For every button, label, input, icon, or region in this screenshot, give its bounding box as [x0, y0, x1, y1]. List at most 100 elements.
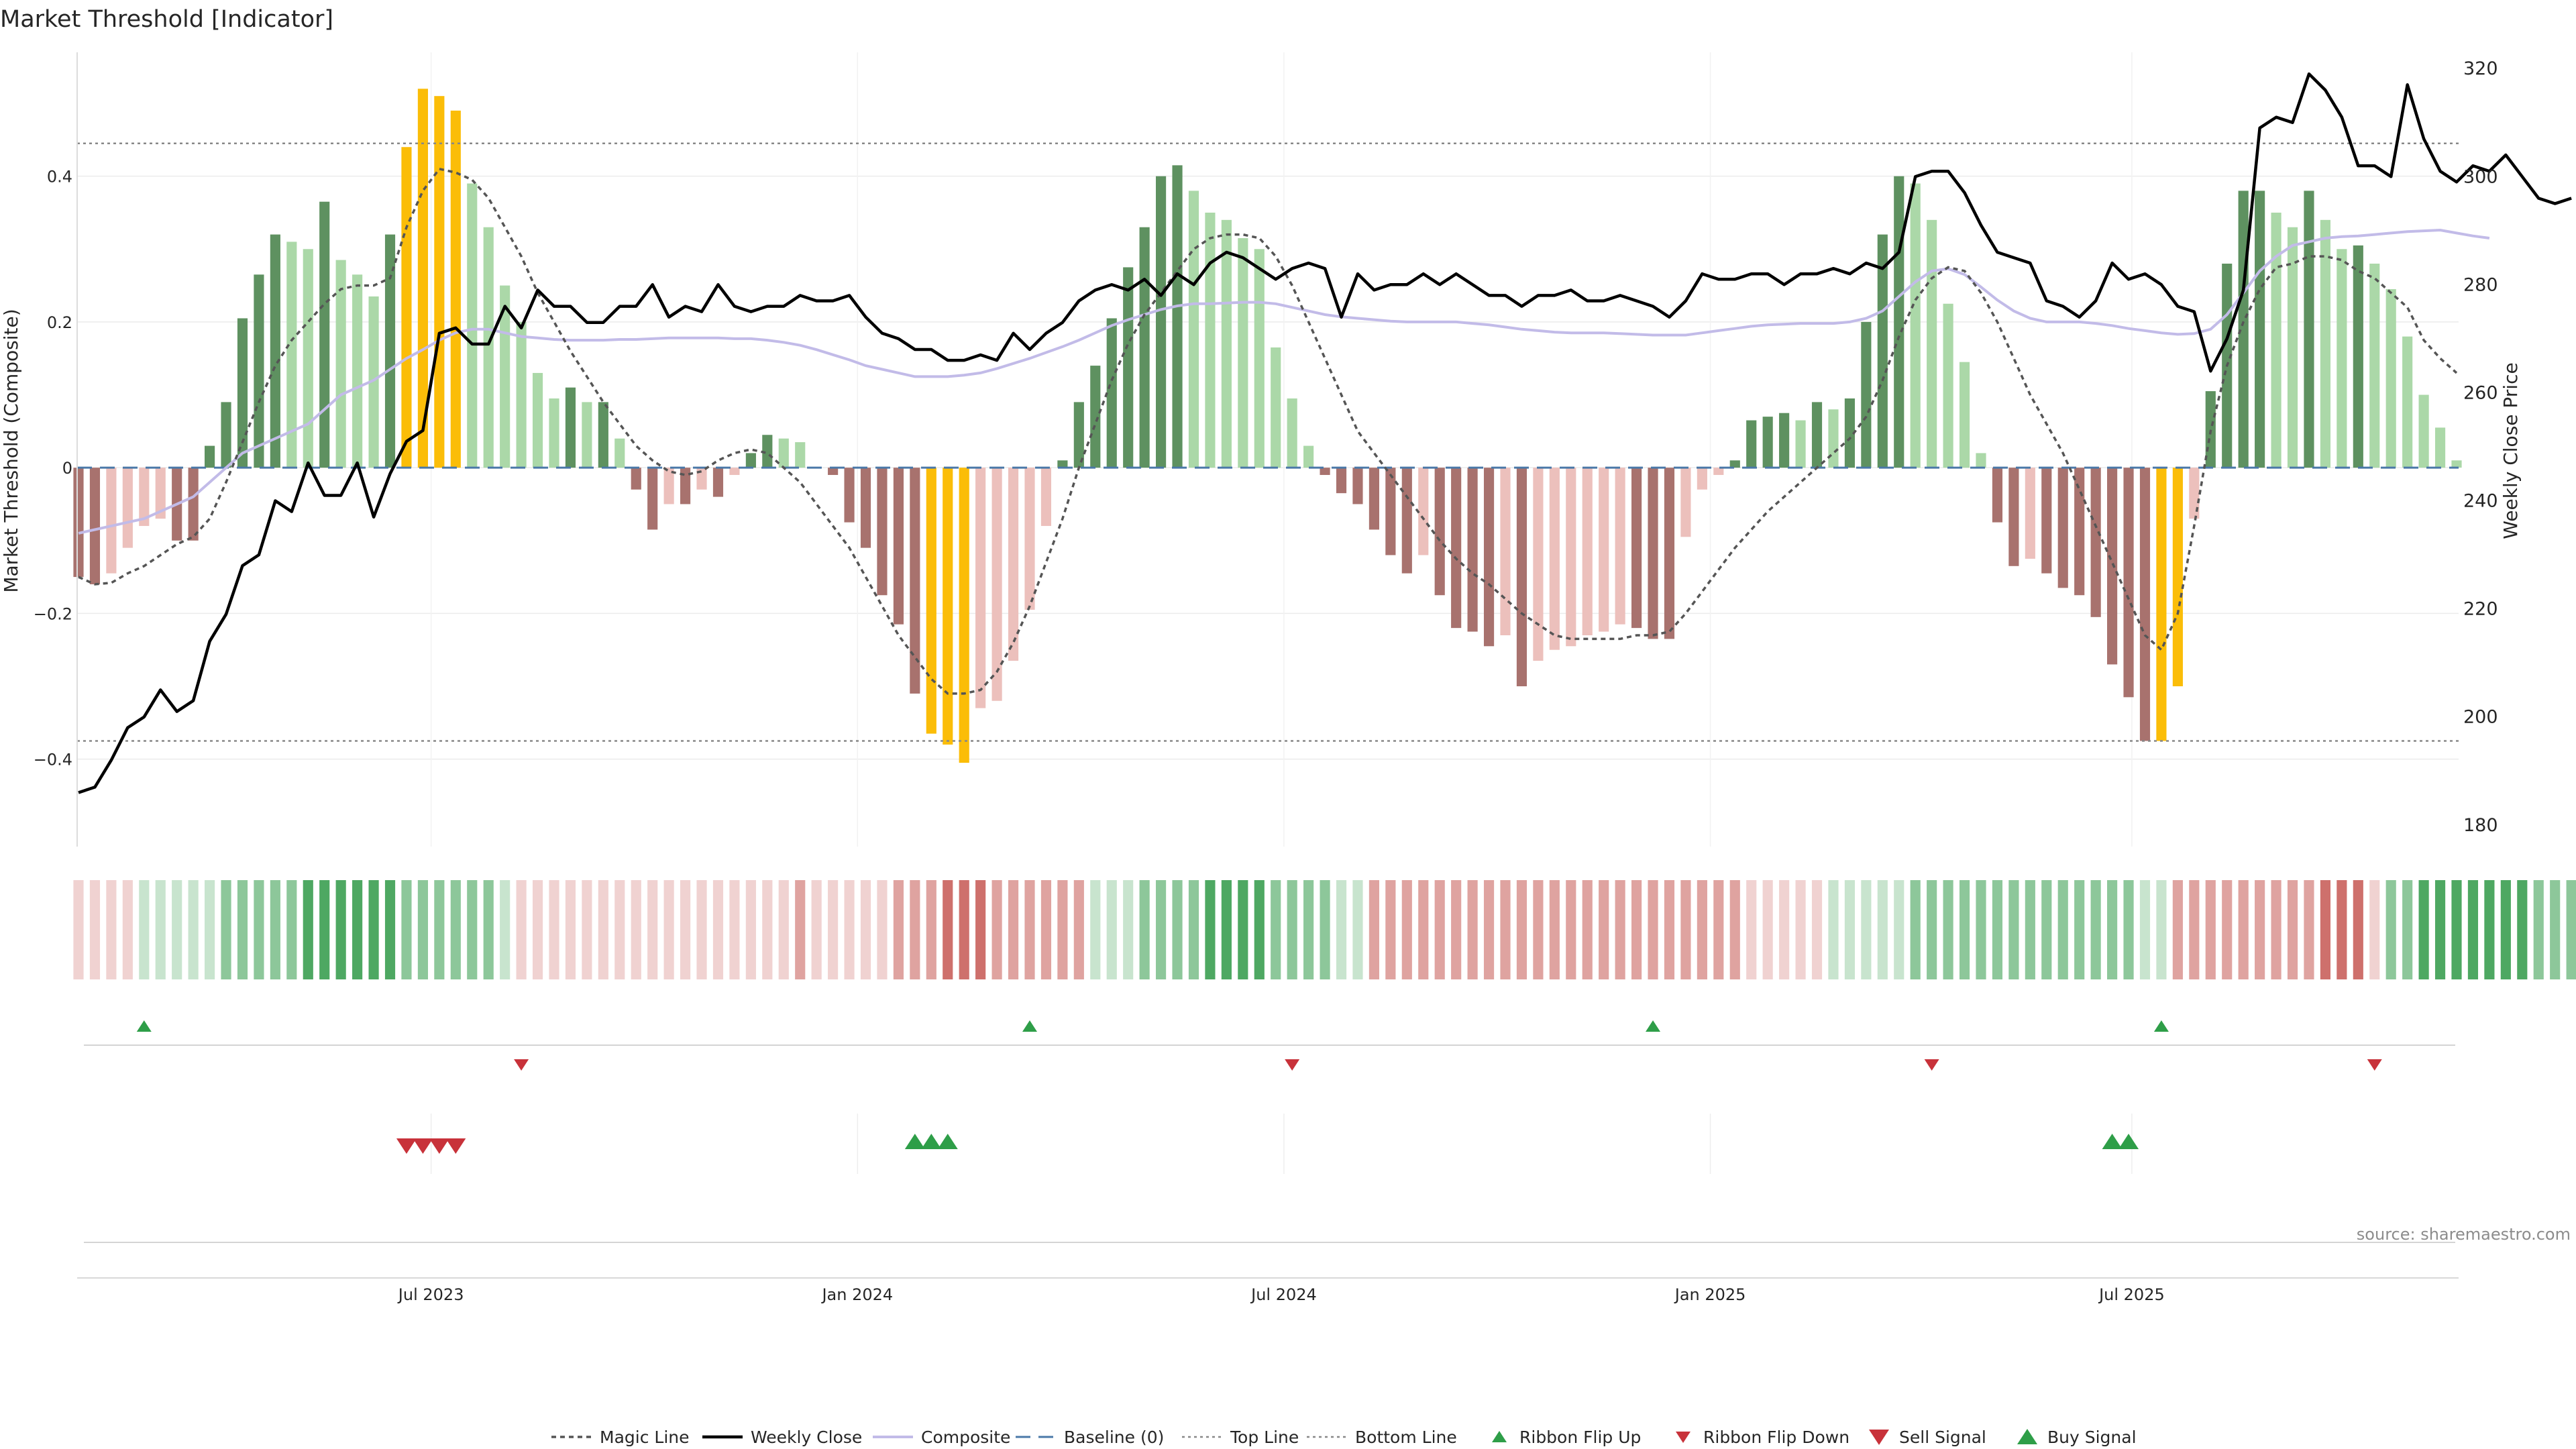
ribbon-cell: [1336, 880, 1347, 979]
histogram-bar: [205, 445, 215, 468]
ribbon-cell: [2238, 880, 2249, 979]
buy-signal-marker: [937, 1134, 958, 1149]
histogram-bar: [1434, 468, 1445, 596]
histogram-bar: [532, 372, 543, 468]
histogram-bar: [188, 468, 199, 541]
ribbon-cell: [2320, 880, 2330, 979]
ribbon-flip-down-marker: [1924, 1059, 1939, 1071]
ribbon-cell: [1057, 880, 1068, 979]
histogram-bar: [1352, 468, 1363, 504]
ribbon-cell: [106, 880, 117, 979]
ribbon-cell: [1582, 880, 1593, 979]
legend-swatch-flip-up: [1492, 1431, 1507, 1442]
ribbon-cell: [2418, 880, 2429, 979]
ribbon-cell: [1631, 880, 1642, 979]
ribbon-cell: [1861, 880, 1872, 979]
ribbon-cell: [73, 880, 84, 979]
histogram-bar: [2434, 427, 2446, 468]
legend-label: Baseline (0): [1064, 1428, 1164, 1447]
histogram-bar: [2189, 468, 2200, 519]
ribbon-cell: [598, 880, 608, 979]
chart-title: Market Threshold [Indicator]: [0, 6, 333, 33]
ribbon-cell: [1713, 880, 1724, 979]
legend-item: Top Line: [1182, 1428, 1299, 1447]
ribbon-cell: [1238, 880, 1248, 979]
y-tick-label-right: 240: [2463, 491, 2498, 512]
ribbon-cell: [417, 880, 428, 979]
ribbon-cell: [2057, 880, 2068, 979]
ribbon-cell: [1156, 880, 1167, 979]
ribbon-cell: [1828, 880, 1839, 979]
ribbon-cell: [2304, 880, 2314, 979]
histogram-bar: [1221, 219, 1232, 468]
histogram-bar: [729, 468, 740, 476]
histogram-bar: [1385, 468, 1396, 555]
histogram-bar: [631, 468, 641, 490]
histogram-bar: [1336, 468, 1347, 494]
histogram-bar: [2123, 468, 2134, 698]
x-tick-label: Jul 2025: [2098, 1285, 2165, 1304]
ribbon-cell: [467, 880, 478, 979]
y-tick-label-right: 180: [2463, 815, 2498, 836]
histogram-bar: [1368, 468, 1379, 530]
histogram-bar: [106, 468, 117, 574]
histogram-bar: [2008, 468, 2019, 566]
ribbon-cell: [2222, 880, 2233, 979]
histogram-bar: [1992, 468, 2003, 523]
histogram-bar: [2385, 289, 2396, 468]
ribbon-cell: [368, 880, 379, 979]
ribbon-cell: [270, 880, 280, 979]
histogram-bar: [1746, 420, 1757, 468]
histogram-bar: [1648, 468, 1658, 639]
ribbon-cell: [2156, 880, 2167, 979]
ribbon-cell: [2369, 880, 2380, 979]
weekly-close-line: [78, 72, 2572, 794]
ribbon-cell: [877, 880, 888, 979]
legend-label: Composite: [921, 1428, 1010, 1447]
histogram-bar: [73, 468, 84, 578]
signal-markers: [84, 1114, 2455, 1243]
histogram-bar: [893, 468, 904, 625]
histogram-bar: [614, 438, 625, 468]
sell-signal-marker: [429, 1138, 449, 1154]
y-axis-label-right: Weekly Close Price: [2500, 362, 2522, 539]
histogram-bar: [319, 201, 330, 468]
histogram-bar: [2353, 245, 2363, 468]
histogram-bar: [2139, 468, 2151, 741]
histogram-bar: [1910, 183, 1921, 468]
histogram-bar: [1467, 468, 1478, 632]
legend-swatch-sell: [1869, 1430, 1889, 1445]
ribbon-cell: [959, 880, 969, 979]
ribbon-cell: [532, 880, 543, 979]
histogram-bar: [1073, 402, 1084, 468]
ribbon-cell: [2025, 880, 2035, 979]
histogram-bar: [1697, 468, 1707, 490]
ribbon-cell: [2172, 880, 2183, 979]
ribbon-flip-up-marker: [1022, 1020, 1037, 1032]
ribbon-cell: [1877, 880, 1888, 979]
histogram-bar: [221, 402, 231, 468]
ribbon-cell: [2484, 880, 2495, 979]
ribbon-cell: [1844, 880, 1855, 979]
histogram-bar: [1943, 303, 1953, 468]
histogram-bar: [2025, 468, 2035, 559]
x-axis: Jul 2023 Jan 2024 Jul 2024 Jan 2025 Jul 2025: [77, 1277, 2459, 1304]
histogram-bar: [1549, 468, 1560, 650]
ribbon-cell: [778, 880, 789, 979]
ribbon-cell: [1385, 880, 1396, 979]
ribbon-cell: [1221, 880, 1232, 979]
ribbon-cell: [696, 880, 707, 979]
composite-line: [78, 228, 2490, 535]
ribbon-cell: [2090, 880, 2101, 979]
legend-label: Sell Signal: [1899, 1428, 1986, 1447]
histogram-bar: [2255, 191, 2265, 468]
histogram-bar: [663, 468, 674, 504]
ribbon-flip-up-marker: [136, 1020, 152, 1032]
ribbon-cell: [1205, 880, 1216, 979]
histogram-bar: [549, 398, 559, 468]
ribbon-cell: [401, 880, 412, 979]
histogram-bar: [943, 468, 953, 745]
histogram-bar: [1123, 267, 1134, 468]
ribbon-cell: [1943, 880, 1953, 979]
histogram-bar: [1615, 468, 1625, 625]
